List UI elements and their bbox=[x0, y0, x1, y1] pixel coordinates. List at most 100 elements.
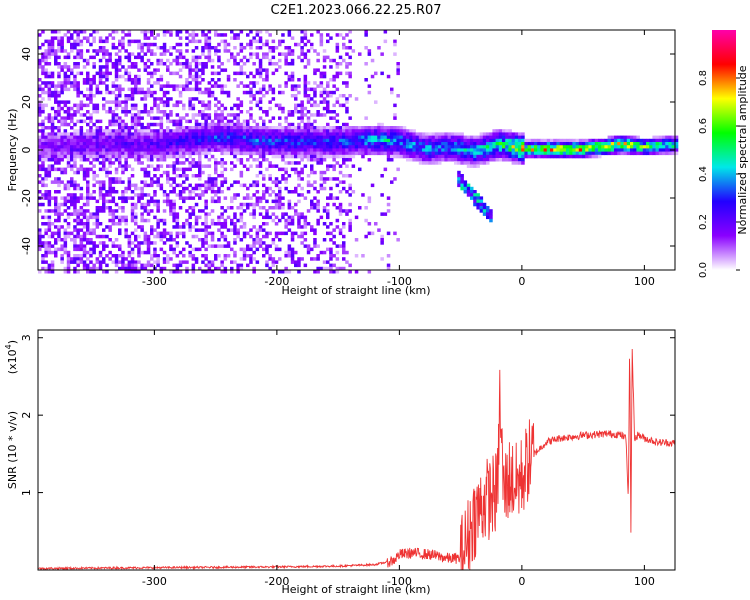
spectrogram-cell bbox=[258, 154, 263, 159]
spectrogram-cell bbox=[294, 190, 298, 194]
spectrogram-cell bbox=[444, 142, 448, 146]
spectrogram-cell bbox=[76, 49, 80, 53]
spectrogram-cell bbox=[60, 254, 64, 258]
spectrogram-cell bbox=[393, 52, 397, 56]
spectrogram-cell bbox=[585, 145, 589, 149]
spectrogram-cell bbox=[207, 122, 212, 127]
spectrogram-cell bbox=[422, 151, 426, 156]
spectrogram-cell bbox=[86, 190, 90, 194]
spectrogram-cell bbox=[335, 218, 340, 223]
spectrogram-cell bbox=[271, 145, 276, 149]
spectrogram-cell bbox=[252, 74, 256, 79]
spectrogram-cell bbox=[130, 154, 135, 159]
spectrogram-cell bbox=[223, 138, 228, 143]
spectrogram-cell bbox=[114, 119, 119, 124]
spectrogram-cell bbox=[287, 74, 292, 79]
spectrogram-cell bbox=[390, 132, 394, 136]
spectrogram-cell bbox=[146, 94, 151, 98]
spectrogram-cell bbox=[194, 68, 199, 72]
spectrogram-cell bbox=[217, 190, 221, 194]
spectrogram-cell bbox=[140, 132, 144, 136]
spectrogram-cell bbox=[121, 154, 125, 159]
spectrogram-cell bbox=[246, 58, 250, 63]
spectrogram-cell bbox=[201, 138, 205, 143]
spectrogram-cell bbox=[70, 260, 74, 264]
spectrogram-cell bbox=[47, 174, 52, 178]
spectrogram-cell bbox=[111, 260, 116, 264]
spectrogram-cell bbox=[290, 215, 295, 220]
spectrogram-cell bbox=[361, 132, 365, 136]
spectrogram-cell bbox=[79, 103, 84, 108]
spectrogram-cell bbox=[418, 142, 423, 146]
spectrogram-cell bbox=[674, 148, 679, 152]
spectrogram-cell bbox=[300, 119, 304, 124]
spectrogram-cell bbox=[473, 154, 477, 159]
spectrogram-cell bbox=[137, 193, 141, 197]
spectrogram-cell bbox=[105, 87, 109, 92]
spectrogram-cell bbox=[508, 132, 512, 136]
spectrogram-cell bbox=[76, 62, 80, 66]
spectrogram-cell bbox=[108, 183, 112, 188]
spectrogram-cell bbox=[134, 193, 138, 197]
spectrogram-cell bbox=[47, 142, 52, 146]
spectrogram-cell bbox=[66, 36, 71, 40]
spectrogram-cell bbox=[127, 154, 132, 159]
spectrogram-cell bbox=[162, 209, 167, 213]
spectrogram-cell bbox=[207, 46, 212, 50]
spectrogram-cell bbox=[249, 142, 253, 146]
spectrogram-cell bbox=[297, 225, 301, 229]
spectrogram-cell bbox=[342, 151, 346, 156]
spectrogram-cell bbox=[294, 94, 298, 98]
spectrogram-cell bbox=[482, 148, 487, 152]
spectrogram-cell bbox=[665, 135, 669, 140]
spectrogram-cell bbox=[431, 135, 436, 140]
spectrogram-cell bbox=[370, 148, 375, 152]
spectrogram-cell bbox=[114, 100, 119, 104]
spectrogram-cell bbox=[146, 110, 151, 114]
spectrogram-cell bbox=[316, 135, 320, 140]
spectrogram-cell bbox=[63, 62, 68, 66]
spectrogram-cell bbox=[194, 87, 199, 92]
spectrogram-cell bbox=[162, 113, 167, 117]
spectrogram-cell bbox=[92, 55, 96, 60]
spectrogram-cell bbox=[108, 170, 112, 175]
spectrogram-cell bbox=[271, 116, 276, 120]
spectrogram-cell bbox=[249, 94, 253, 98]
spectrogram-cell bbox=[345, 135, 349, 140]
spectrogram-cell bbox=[265, 138, 269, 143]
spectrogram-cell bbox=[63, 135, 68, 140]
spectrogram-cell bbox=[278, 122, 282, 127]
spectrogram-cell bbox=[319, 36, 324, 40]
spectrogram-cell bbox=[284, 84, 288, 88]
spectrogram-cell bbox=[54, 158, 58, 162]
spectrogram-cell bbox=[300, 46, 304, 50]
spectrogram-cell bbox=[153, 42, 157, 47]
spectrogram-cell bbox=[335, 142, 340, 146]
spectrogram-cell bbox=[175, 42, 180, 47]
spectrogram-cell bbox=[146, 90, 151, 95]
spectrogram-cell bbox=[118, 206, 122, 210]
spectrogram-cell bbox=[217, 145, 221, 149]
spectrogram-cell bbox=[268, 119, 272, 124]
spectrogram-cell bbox=[73, 142, 77, 146]
spectrogram-cell bbox=[239, 58, 244, 63]
spectrogram-cell bbox=[41, 254, 45, 258]
spectrogram-cell bbox=[390, 158, 394, 162]
spectrogram-cell bbox=[146, 138, 151, 143]
spectrogram-cell bbox=[185, 148, 189, 152]
spectrogram-cell bbox=[169, 209, 173, 213]
spectrogram-cell bbox=[92, 196, 96, 200]
spectrogram-cell bbox=[585, 142, 589, 146]
spectrogram-cell bbox=[290, 58, 295, 63]
spectrogram-cell bbox=[242, 122, 247, 127]
spectrogram-cell bbox=[271, 212, 276, 216]
spectrogram-cell bbox=[450, 145, 455, 149]
spectrogram-cell bbox=[354, 148, 359, 152]
spectrogram-cell bbox=[278, 180, 282, 184]
spectrogram-cell bbox=[646, 145, 650, 149]
spectrogram-cell bbox=[63, 65, 68, 69]
spectrogram-cell bbox=[172, 212, 176, 216]
spectrogram-cell bbox=[278, 132, 282, 136]
spectrogram-cell bbox=[54, 58, 58, 63]
spectrogram-cell bbox=[92, 145, 96, 149]
